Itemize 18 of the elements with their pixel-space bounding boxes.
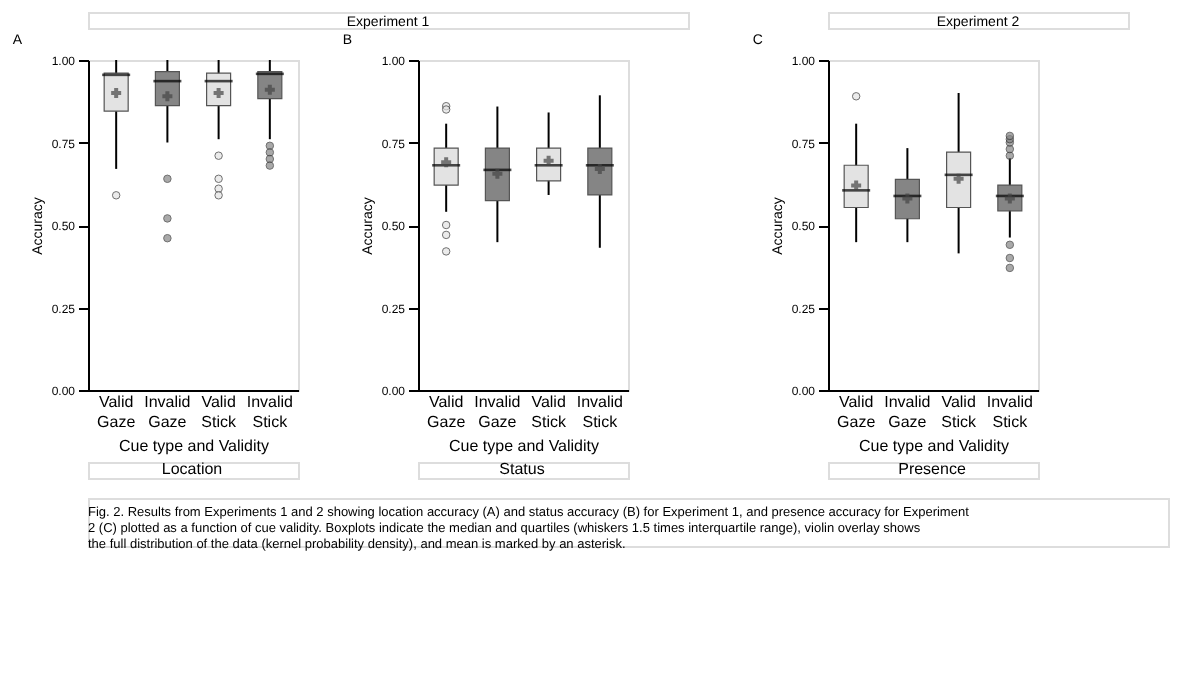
- text: Presence: [898, 460, 967, 478]
- x-axis-title: Cue type and Validity: [858, 437, 1010, 455]
- x-tick-label: Invalid Stick: [246, 393, 293, 431]
- x-tick-label: Invalid Gaze: [884, 393, 931, 431]
- x-tick-label: Valid Gaze: [427, 393, 467, 431]
- x-tick-label: Valid Stick: [201, 393, 238, 431]
- x-tick-label: Valid Stick: [941, 393, 978, 431]
- x-tick-label: Valid Stick: [531, 393, 568, 431]
- x-tick-label: Invalid Stick: [576, 393, 623, 431]
- text: Location: [161, 460, 223, 478]
- x-tick-label: Valid Gaze: [97, 393, 137, 431]
- x-tick-label: Invalid Gaze: [144, 393, 191, 431]
- x-tick-label: Invalid Gaze: [474, 393, 521, 431]
- x-tick-label: Valid Gaze: [837, 393, 877, 431]
- x-axis-title: Cue type and Validity: [448, 437, 600, 455]
- x-tick-label: Invalid Stick: [986, 393, 1033, 431]
- text: Status: [499, 460, 545, 478]
- x-axis-title: Cue type and Validity: [118, 437, 270, 455]
